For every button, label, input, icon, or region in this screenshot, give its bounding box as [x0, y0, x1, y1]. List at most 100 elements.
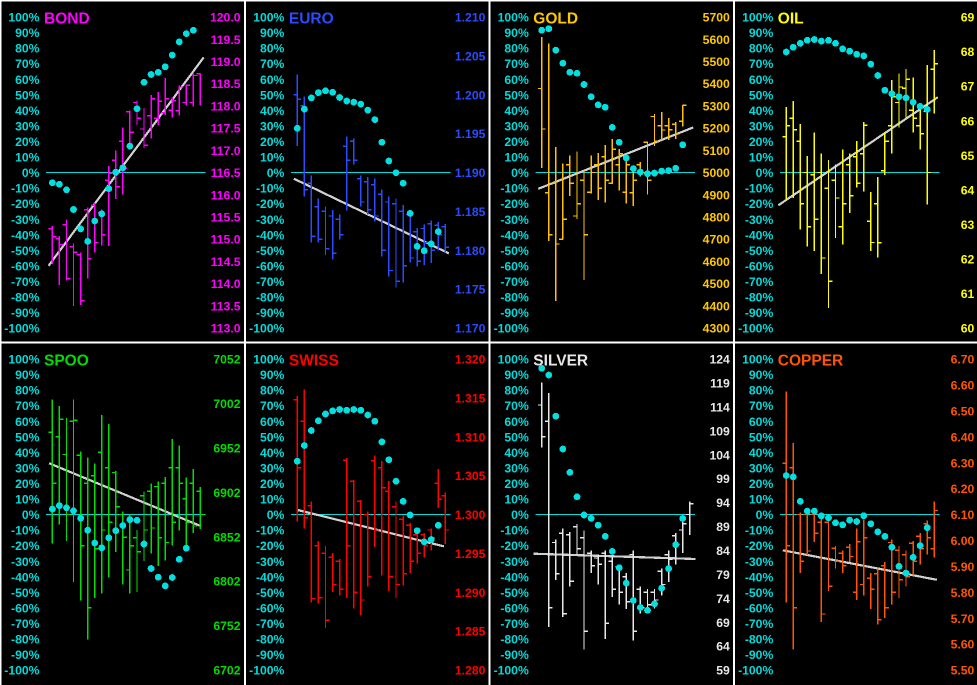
svg-text:-30%: -30%: [11, 213, 40, 227]
svg-text:10%: 10%: [749, 493, 774, 507]
svg-text:5.60: 5.60: [951, 638, 975, 652]
svg-text:10%: 10%: [504, 151, 529, 165]
svg-text:5700: 5700: [703, 11, 730, 25]
svg-text:90%: 90%: [260, 26, 285, 40]
svg-text:50%: 50%: [504, 430, 529, 444]
svg-text:-80%: -80%: [500, 291, 529, 305]
svg-text:-100%: -100%: [738, 322, 773, 336]
svg-text:0%: 0%: [267, 508, 285, 522]
svg-text:6902: 6902: [213, 486, 240, 500]
svg-text:-50%: -50%: [256, 586, 285, 600]
svg-text:10%: 10%: [15, 151, 40, 165]
svg-text:119: 119: [710, 377, 730, 391]
svg-text:-40%: -40%: [11, 570, 40, 584]
svg-text:80%: 80%: [15, 384, 40, 398]
svg-text:0%: 0%: [756, 508, 774, 522]
svg-text:-70%: -70%: [256, 275, 285, 289]
svg-text:90%: 90%: [749, 26, 774, 40]
svg-text:30%: 30%: [15, 119, 40, 133]
svg-text:-100%: -100%: [494, 664, 529, 678]
svg-text:80%: 80%: [260, 384, 285, 398]
svg-text:1.290: 1.290: [455, 586, 486, 600]
svg-text:1.285: 1.285: [455, 625, 486, 639]
svg-text:60%: 60%: [15, 415, 40, 429]
svg-text:-40%: -40%: [11, 228, 40, 242]
svg-text:1.200: 1.200: [455, 88, 486, 102]
svg-text:-90%: -90%: [11, 648, 40, 662]
svg-text:1.305: 1.305: [455, 469, 486, 483]
svg-text:50%: 50%: [749, 88, 774, 102]
svg-text:100%: 100%: [8, 11, 39, 25]
svg-text:30%: 30%: [504, 119, 529, 133]
svg-text:-80%: -80%: [11, 291, 40, 305]
svg-text:30%: 30%: [749, 119, 774, 133]
svg-text:SILVER: SILVER: [533, 353, 588, 370]
svg-text:70%: 70%: [749, 57, 774, 71]
svg-text:1.310: 1.310: [455, 430, 486, 444]
svg-text:-10%: -10%: [500, 524, 529, 538]
svg-text:90%: 90%: [504, 26, 529, 40]
svg-text:-70%: -70%: [11, 275, 40, 289]
svg-text:30%: 30%: [504, 462, 529, 476]
svg-text:100%: 100%: [742, 353, 773, 367]
svg-text:70%: 70%: [15, 399, 40, 413]
svg-text:-70%: -70%: [500, 617, 529, 631]
svg-text:-50%: -50%: [11, 244, 40, 258]
svg-text:74: 74: [716, 592, 730, 606]
svg-text:119.0: 119.0: [211, 55, 241, 69]
svg-text:104: 104: [709, 448, 730, 462]
svg-text:0%: 0%: [511, 166, 529, 180]
svg-text:90%: 90%: [749, 368, 774, 382]
svg-text:4600: 4600: [703, 255, 730, 269]
svg-text:5600: 5600: [703, 33, 730, 47]
svg-text:-80%: -80%: [745, 291, 774, 305]
svg-text:0%: 0%: [756, 166, 774, 180]
svg-text:5300: 5300: [703, 100, 730, 114]
svg-text:-10%: -10%: [745, 182, 774, 196]
svg-text:SWISS: SWISS: [289, 353, 339, 370]
svg-text:5.70: 5.70: [951, 612, 975, 626]
svg-text:-100%: -100%: [249, 322, 284, 336]
svg-text:84: 84: [716, 544, 730, 558]
svg-text:COPPER: COPPER: [778, 353, 843, 370]
svg-text:0%: 0%: [22, 166, 40, 180]
svg-text:-10%: -10%: [745, 524, 774, 538]
svg-text:113.5: 113.5: [211, 299, 241, 313]
svg-text:-40%: -40%: [745, 228, 774, 242]
svg-text:40%: 40%: [749, 446, 774, 460]
svg-text:-60%: -60%: [11, 601, 40, 615]
svg-text:70%: 70%: [15, 57, 40, 71]
svg-text:-90%: -90%: [745, 306, 774, 320]
svg-text:6.50: 6.50: [951, 404, 975, 418]
svg-text:40%: 40%: [749, 104, 774, 118]
svg-text:50%: 50%: [15, 430, 40, 444]
svg-text:4800: 4800: [703, 211, 730, 225]
svg-text:-60%: -60%: [11, 259, 40, 273]
svg-text:119.5: 119.5: [211, 33, 241, 47]
svg-text:-60%: -60%: [745, 601, 774, 615]
svg-text:6952: 6952: [213, 442, 240, 456]
svg-text:-80%: -80%: [500, 633, 529, 647]
svg-text:-20%: -20%: [11, 539, 40, 553]
svg-text:-30%: -30%: [745, 213, 774, 227]
svg-text:70%: 70%: [260, 57, 285, 71]
svg-text:-100%: -100%: [4, 322, 39, 336]
svg-text:30%: 30%: [260, 119, 285, 133]
svg-text:-50%: -50%: [745, 244, 774, 258]
svg-text:60%: 60%: [260, 415, 285, 429]
svg-text:-20%: -20%: [11, 197, 40, 211]
svg-text:120.0: 120.0: [210, 11, 241, 25]
svg-text:BOND: BOND: [44, 11, 90, 28]
svg-text:5100: 5100: [703, 144, 730, 158]
svg-text:1.205: 1.205: [455, 50, 486, 64]
svg-text:10%: 10%: [749, 151, 774, 165]
svg-text:-30%: -30%: [256, 555, 285, 569]
svg-text:-50%: -50%: [500, 586, 529, 600]
svg-text:115.5: 115.5: [211, 211, 241, 225]
svg-text:116.0: 116.0: [211, 188, 241, 202]
svg-text:-90%: -90%: [500, 648, 529, 662]
svg-text:20%: 20%: [260, 477, 285, 491]
svg-text:-40%: -40%: [256, 228, 285, 242]
svg-text:-100%: -100%: [738, 664, 773, 678]
svg-text:63: 63: [961, 218, 975, 232]
